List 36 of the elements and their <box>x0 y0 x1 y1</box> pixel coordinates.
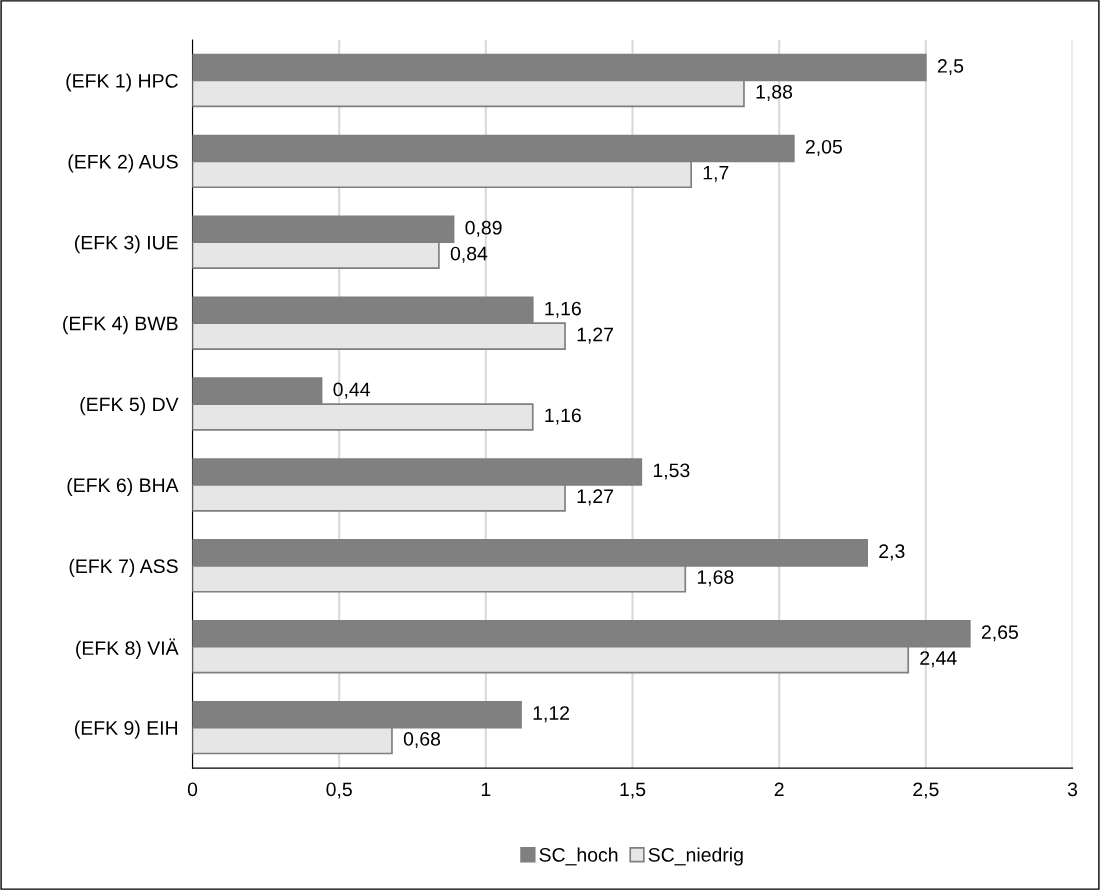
y-tick-label: (EFK 9) EIH <box>75 720 178 739</box>
y-tick-label: (EFK 4) BWB <box>63 316 178 335</box>
y-tick-label: (EFK 5) DV <box>80 397 179 416</box>
data-label: 2,44 <box>920 651 957 668</box>
data-label: 2,5 <box>937 59 964 76</box>
data-label: 1,27 <box>577 489 614 506</box>
data-label: 0,68 <box>403 732 441 749</box>
data-label: 2,05 <box>805 139 842 156</box>
legend-label: SC_niedrig <box>648 847 743 866</box>
data-label: 0,44 <box>333 382 370 399</box>
y-tick-label: (EFK 7) ASS <box>69 558 178 577</box>
x-tick-label: 2 <box>774 782 784 797</box>
data-label: 0,89 <box>465 220 502 237</box>
y-tick-label: (EFK 2) AUS <box>68 154 178 173</box>
data-label: 1,7 <box>703 165 729 182</box>
x-tick-label: 1 <box>481 782 491 797</box>
x-tick-label: 2,5 <box>913 782 939 799</box>
data-label: 1,68 <box>697 570 734 587</box>
y-tick-label: (EFK 3) IUE <box>75 235 178 254</box>
data-label: 1,53 <box>653 463 690 480</box>
data-label: 2,3 <box>879 544 905 561</box>
y-tick-label: (EFK 8) VIÄ <box>76 638 179 659</box>
x-tick-label: 0,5 <box>326 782 352 799</box>
data-label: 2,65 <box>981 625 1018 642</box>
x-tick-label: 0 <box>187 782 198 797</box>
data-label: 1,88 <box>756 84 793 101</box>
data-label: 0,84 <box>450 246 488 263</box>
data-label: 1,16 <box>545 408 581 425</box>
x-tick-label: 1,5 <box>620 782 646 799</box>
data-label: 1,12 <box>533 706 570 723</box>
data-label: 1,16 <box>545 301 581 318</box>
legend-label: SC_hoch <box>539 847 618 866</box>
x-tick-label: 3 <box>1067 782 1078 797</box>
y-tick-label: (EFK 6) BHA <box>67 477 179 497</box>
data-label: 1,27 <box>577 327 614 344</box>
y-tick-label: (EFK 1) HPC <box>66 73 178 92</box>
